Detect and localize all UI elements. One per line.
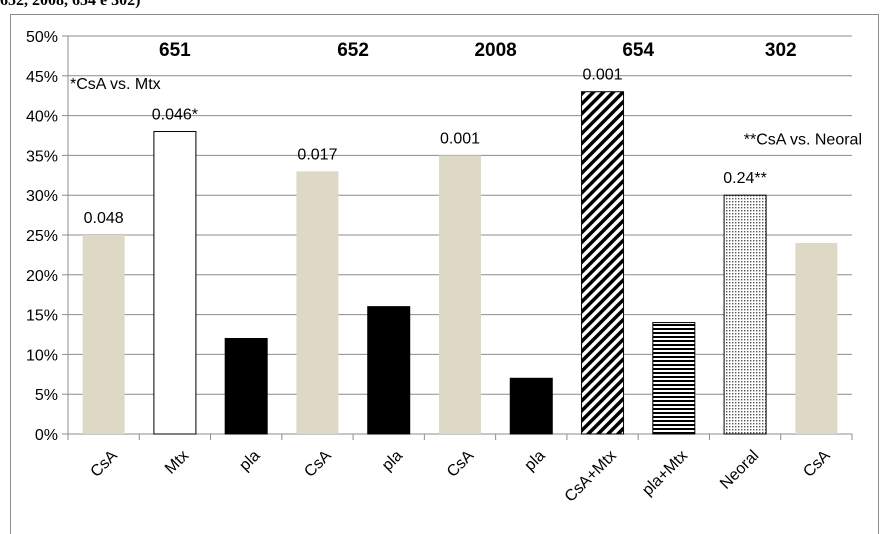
study-label: 652 — [337, 40, 369, 61]
x-tick-label: CsA — [301, 447, 335, 481]
x-tick-label: CsA — [444, 447, 478, 481]
x-tick-label: Neoral — [717, 447, 762, 492]
y-tick-label: 25% — [26, 228, 58, 245]
y-tick-label: 50% — [26, 29, 58, 46]
y-tick-label: 5% — [35, 387, 58, 404]
data-label: 0.001 — [583, 67, 623, 84]
y-tick-label: 15% — [26, 308, 58, 325]
data-label: 0.048 — [84, 210, 124, 227]
study-label: 651 — [159, 40, 191, 61]
data-label: 0.24** — [723, 170, 767, 187]
bar — [82, 235, 125, 434]
x-tick-label: CsA — [88, 447, 122, 481]
y-tick-label: 0% — [35, 427, 58, 444]
x-tick-label: pla — [236, 447, 263, 474]
y-tick-label: 35% — [26, 148, 58, 165]
y-tick-label: 10% — [26, 347, 58, 364]
header-text: 652, 2008, 654 e 302) — [0, 0, 141, 9]
study-label: 2008 — [474, 40, 516, 61]
gridlines — [68, 35, 852, 395]
bars — [82, 91, 838, 435]
data-label: 0.001 — [440, 130, 480, 147]
bar — [652, 322, 696, 435]
chart-frame — [10, 14, 879, 534]
y-tick-label: 45% — [26, 69, 58, 86]
bar — [367, 306, 411, 435]
bar — [509, 377, 553, 435]
y-tick-label: 20% — [26, 268, 58, 285]
annotation: **CsA vs. Neoral — [744, 131, 862, 148]
x-tick-label: CsA — [800, 447, 834, 481]
study-label: 654 — [622, 40, 654, 61]
y-tick-label: 30% — [26, 188, 58, 205]
x-tick-label: Mtx — [162, 447, 192, 477]
bar — [296, 171, 339, 434]
bar — [795, 242, 838, 434]
bar — [723, 194, 767, 435]
bar — [581, 91, 625, 435]
x-tick-label: pla — [521, 447, 548, 474]
x-tick-label: pla+Mtx — [639, 447, 691, 499]
x-tick-label: CsA+Mtx — [562, 447, 620, 505]
annotation: *CsA vs. Mtx — [70, 76, 161, 93]
bar — [439, 155, 481, 434]
study-label: 302 — [765, 40, 797, 61]
axes: 0% 5% 10% 15% 20% 25% 30% 35% 40% 45% 50% — [26, 29, 853, 444]
data-label: 0.046* — [152, 107, 198, 124]
bar — [153, 131, 197, 435]
data-label: 0.017 — [297, 146, 337, 163]
bar — [224, 337, 268, 435]
y-tick-label: 40% — [26, 109, 58, 126]
x-tick-label: pla — [379, 447, 406, 474]
